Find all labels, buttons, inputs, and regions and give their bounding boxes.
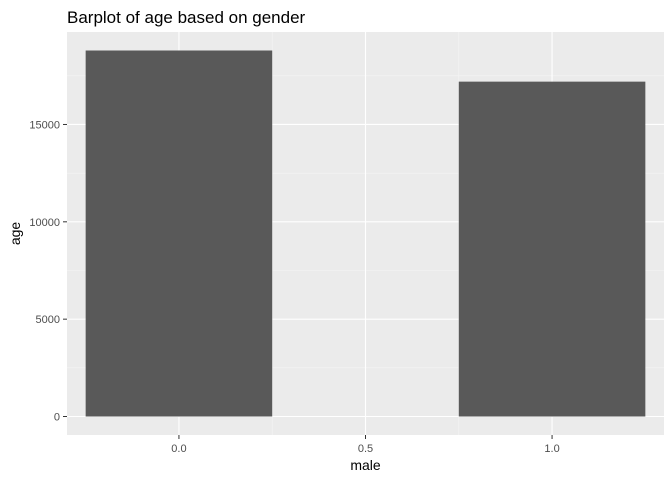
- y-tick-label: 10000: [29, 217, 60, 229]
- x-tick-label: 1.0: [544, 443, 559, 455]
- x-tick-label: 0.5: [358, 443, 373, 455]
- x-axis: 0.0 0.5 1.0: [171, 435, 560, 455]
- y-axis-title: age: [7, 222, 23, 246]
- bars: [85, 50, 646, 417]
- y-tick-label: 15000: [29, 119, 60, 131]
- bar: [85, 50, 273, 417]
- bar: [458, 81, 646, 417]
- x-tick-label: 0.0: [171, 443, 186, 455]
- chart-title: Barplot of age based on gender: [67, 8, 306, 27]
- y-axis: 0 5000 10000 15000: [29, 119, 67, 424]
- y-tick-label: 5000: [36, 314, 60, 326]
- y-tick-label: 0: [54, 412, 60, 424]
- x-axis-title: male: [350, 457, 381, 473]
